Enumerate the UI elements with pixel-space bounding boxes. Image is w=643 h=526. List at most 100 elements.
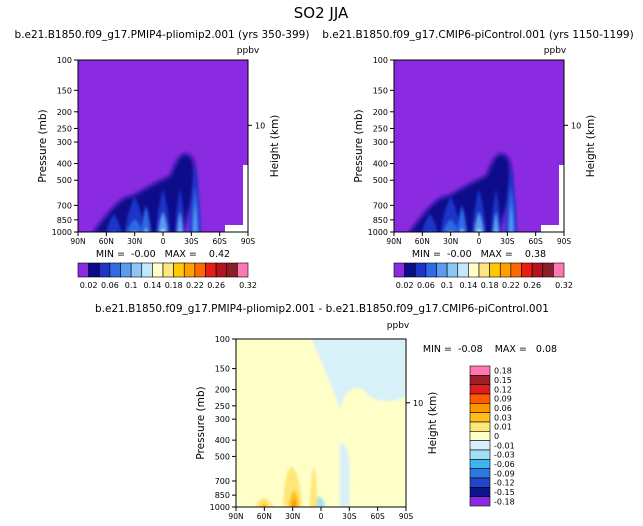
colorbar-swatch	[141, 262, 153, 278]
height-tick-label: 10	[571, 121, 581, 130]
colorbar-label: -0.12	[494, 479, 515, 488]
latitude-tick-label: 30N	[443, 237, 458, 246]
colorbar-label: 0.18	[494, 367, 512, 376]
colorbar-label: 0.01	[494, 423, 512, 432]
pressure-axis-label: Pressure (mb)	[353, 109, 365, 182]
colorbar-swatch	[469, 440, 491, 451]
colorbar-swatch	[469, 403, 491, 413]
pressure-tick-label: 200	[215, 386, 230, 395]
colorbar-swatch	[531, 262, 544, 278]
colorbar-swatch	[469, 375, 491, 385]
colorbar-label: 0.12	[494, 385, 512, 394]
latitude-tick-label: 60S	[529, 237, 544, 246]
pressure-tick-label: 100	[215, 335, 230, 344]
latitude-tick-label: 30S	[342, 512, 357, 521]
colorbar-swatch	[542, 262, 554, 278]
latitude-tick-label: 60N	[257, 512, 272, 521]
colorbar-swatch	[469, 487, 491, 497]
colorbar-swatch	[237, 262, 249, 278]
colorbar-swatch	[469, 384, 491, 395]
colorbar-swatch	[469, 459, 491, 469]
plume-contour	[460, 227, 464, 232]
plume-contour	[144, 227, 148, 232]
plume-contour	[141, 205, 151, 232]
colorbar-label: 0.03	[494, 413, 512, 422]
colorbar-swatch	[393, 262, 405, 278]
colorbar-label: 0.15	[494, 376, 512, 385]
colorbar-swatch	[109, 262, 121, 278]
colorbar-swatch	[469, 449, 491, 460]
height-axis-label: Height (km)	[427, 392, 439, 455]
positive-region	[309, 467, 318, 507]
colorbar: 0.02 0.06 0.1 0.14 0.18 0.22 0.26 0.32	[77, 262, 257, 290]
colorbar-swatch	[469, 421, 491, 432]
plume-contour	[111, 232, 116, 236]
plume-envelope	[409, 153, 512, 232]
latitude-tick-label: 0	[161, 237, 166, 246]
min-max-text: MIN = -0.08 MAX = 0.08	[423, 344, 557, 355]
plume-contour	[440, 196, 461, 232]
colorbar: 0.02 0.06 0.1 0.14 0.18 0.22 0.26 0.32	[393, 262, 573, 290]
colorbar-swatch	[226, 262, 238, 278]
positive-region	[283, 467, 303, 507]
panel-pliomip2: b.e21.B1850.f09_g17.PMIP4-pliomip2.001 (…	[15, 29, 310, 290]
latitude-tick-label: 30N	[127, 237, 142, 246]
latitude-tick-label: 60S	[371, 512, 386, 521]
plume-contour	[160, 228, 166, 232]
latitude-axis: 90N 60N 30N 0 30S 60S 90S	[228, 507, 413, 521]
latitude-tick-label: 60S	[213, 237, 228, 246]
min-max-text: MIN = -0.00 MAX = 0.38	[412, 249, 546, 260]
colorbar-label: 0.18	[481, 281, 499, 290]
colorbar-label: 0.26	[523, 281, 541, 290]
plume-contour	[472, 188, 486, 232]
latitude-tick-label: 60N	[415, 237, 430, 246]
colorbar-swatch	[183, 262, 196, 278]
latitude-tick-label: 0	[477, 237, 482, 246]
pressure-tick-label: 150	[373, 86, 388, 95]
latitude-tick-label: 90N	[228, 512, 243, 521]
pressure-tick-label: 250	[57, 124, 72, 133]
plume-contour	[109, 232, 120, 236]
plume-envelope	[93, 153, 196, 232]
latitude-tick-label: 30S	[184, 237, 199, 246]
positive-region	[260, 503, 269, 507]
colorbar-label: 0.09	[494, 395, 512, 404]
height-axis: 10	[248, 121, 265, 130]
plume-contour	[491, 188, 501, 232]
contour-field	[78, 60, 248, 236]
colorbar-swatch	[446, 262, 459, 278]
pressure-tick-label: 400	[57, 160, 72, 169]
pressure-axis: 100 150 200 250 300 400 500 700 850 1000	[52, 56, 78, 237]
plume-contour	[178, 228, 182, 232]
colorbar-swatch	[215, 262, 228, 278]
colorbar-swatch	[457, 262, 469, 278]
colorbar-label: 0	[494, 432, 499, 441]
height-axis: 10	[564, 121, 581, 130]
colorbar-label: -0.18	[494, 497, 515, 506]
pressure-tick-label: 250	[373, 124, 388, 133]
colorbar-swatch	[469, 468, 491, 479]
latitude-tick-label: 30S	[500, 237, 515, 246]
plume-contour	[474, 211, 484, 232]
plume-contour	[193, 203, 198, 232]
latitude-tick-label: 60N	[99, 237, 114, 246]
colorbar-swatch	[173, 262, 185, 278]
unit-label: ppbv	[544, 46, 567, 56]
panel-title: b.e21.B1850.f09_g17.CMIP6-piControl.001 …	[322, 29, 633, 41]
colorbar-swatch	[404, 262, 416, 278]
unit-label: ppbv	[237, 46, 260, 56]
plume-contour	[457, 205, 467, 232]
pressure-tick-label: 100	[373, 56, 388, 65]
negative-region	[311, 339, 406, 409]
plume-contour	[442, 218, 459, 232]
plume-shading	[409, 153, 518, 232]
colorbar-swatch	[469, 365, 491, 376]
unit-label: ppbv	[387, 321, 410, 331]
colorbar-label: 0.02	[396, 281, 414, 290]
plume-contour	[124, 196, 145, 232]
pressure-tick-label: 1000	[210, 503, 230, 512]
colorbar-swatch	[77, 262, 89, 278]
colorbar-swatch	[152, 262, 164, 278]
pressure-tick-label: 200	[57, 108, 72, 117]
